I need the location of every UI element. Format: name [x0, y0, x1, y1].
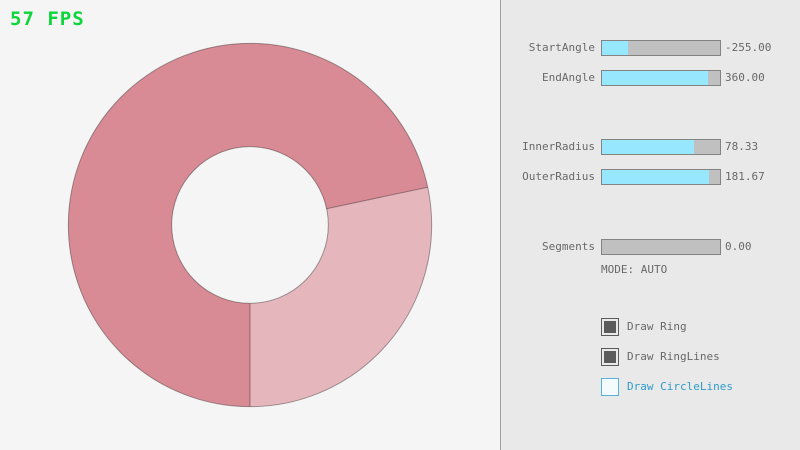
slider-row-innerradius: InnerRadius 78.33 — [501, 139, 800, 155]
ring-canvas: 57 FPS — [10, 8, 433, 408]
checkmark-fill — [604, 321, 616, 333]
endangle-slider[interactable] — [601, 70, 721, 86]
endangle-label: EndAngle — [542, 71, 595, 84]
startangle-value: -255.00 — [725, 41, 772, 54]
outerradius-value: 181.67 — [725, 170, 765, 183]
endangle-value: 360.00 — [725, 71, 765, 84]
checkbox-row-draw-ringlines: Draw RingLines — [601, 348, 800, 366]
innerradius-slider[interactable] — [601, 139, 721, 155]
innerradius-value: 78.33 — [725, 140, 759, 153]
control-panel: StartAngle -255.00 EndAngle 360.00 Inner… — [500, 0, 800, 450]
checkmark-fill — [604, 351, 616, 363]
outerradius-slider-fill — [602, 170, 710, 184]
draw-ring-label: Draw Ring — [627, 320, 687, 333]
segments-label: Segments — [542, 240, 595, 253]
innerradius-slider-fill — [602, 140, 695, 154]
startangle-slider-fill — [602, 41, 628, 55]
draw-circlelines-checkbox[interactable] — [601, 378, 619, 396]
segments-slider[interactable] — [601, 239, 721, 255]
endangle-slider-fill — [602, 71, 709, 85]
innerradius-label: InnerRadius — [522, 140, 595, 153]
checkbox-row-draw-ring: Draw Ring — [601, 318, 800, 336]
outerradius-label: OuterRadius — [522, 170, 595, 183]
mode-label: MODE: AUTO — [601, 263, 668, 276]
draw-circlelines-label: Draw CircleLines — [627, 380, 733, 393]
outerradius-slider[interactable] — [601, 169, 721, 185]
fps-counter: 57 FPS — [10, 8, 85, 30]
slider-row-startangle: StartAngle -255.00 — [501, 40, 800, 56]
slider-row-outerradius: OuterRadius 181.67 — [501, 169, 800, 185]
ring-svg — [67, 42, 433, 408]
draw-ring-checkbox[interactable] — [601, 318, 619, 336]
slider-row-endangle: EndAngle 360.00 — [501, 70, 800, 86]
startangle-slider[interactable] — [601, 40, 721, 56]
startangle-label: StartAngle — [528, 41, 595, 54]
segments-value: 0.00 — [725, 240, 752, 253]
slider-row-segments: Segments 0.00 — [501, 239, 800, 255]
draw-ringlines-label: Draw RingLines — [627, 350, 720, 363]
draw-ringlines-checkbox[interactable] — [601, 348, 619, 366]
checkbox-row-draw-circlelines: Draw CircleLines — [601, 378, 800, 396]
